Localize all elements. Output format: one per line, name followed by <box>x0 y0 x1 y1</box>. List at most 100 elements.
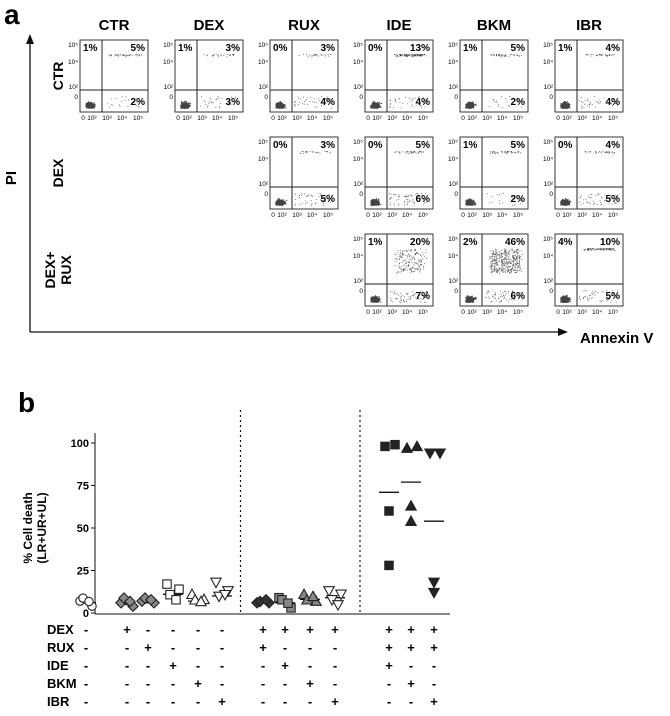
data-point <box>384 560 394 571</box>
x-tick-label: 10³ <box>197 115 207 122</box>
treatment-sign: - <box>171 694 175 709</box>
y-tick-label: 100 <box>71 438 89 450</box>
data-point <box>331 600 345 612</box>
treatment-sign: + <box>331 694 339 709</box>
ul-percent: 1% <box>178 43 193 54</box>
ur-percent: 46% <box>505 237 525 248</box>
treatment-row-label: BKM <box>47 676 77 691</box>
treatment-sign: + <box>430 622 438 637</box>
y-axis-title-line: (LR+UR+UL) <box>35 492 49 563</box>
y-axis-title-line: % Cell death <box>21 492 35 563</box>
x-tick-label: 10³ <box>577 115 587 122</box>
x-tick-label: 0 <box>556 115 560 122</box>
treatment-row-label: IDE <box>47 658 69 673</box>
data-point <box>384 506 394 516</box>
treatment-sign: - <box>432 658 436 673</box>
treatment-sign: - <box>171 622 175 637</box>
data-point <box>390 439 400 450</box>
treatment-sign: + <box>407 622 415 637</box>
x-tick-label: 10⁵ <box>418 309 428 316</box>
y-tick-label: 10⁴ <box>353 59 363 66</box>
x-tick-label: 10² <box>467 115 477 122</box>
column-header: RUX <box>288 17 320 34</box>
x-tick-label: 10² <box>372 115 382 122</box>
treatment-sign: + <box>385 640 393 655</box>
x-tick-label: 0 <box>461 115 465 122</box>
lr-percent: 3% <box>226 97 241 108</box>
y-tick-label: 10⁴ <box>353 156 363 163</box>
plot-frame <box>554 39 624 113</box>
y-tick-label: 0 <box>549 288 553 295</box>
y-tick-label: 10² <box>354 84 364 91</box>
x-tick-label: 0 <box>366 212 370 219</box>
treatment-sign: + <box>385 622 393 637</box>
plot-frame <box>79 39 149 113</box>
y-tick-label: 10⁴ <box>543 156 553 163</box>
y-tick-label: 10⁴ <box>543 253 553 260</box>
y-tick-label: 10² <box>544 181 554 188</box>
x-tick-label: 0 <box>366 309 370 316</box>
plot-frame <box>174 39 244 113</box>
ul-percent: 0% <box>368 43 383 54</box>
treatment-sign: - <box>84 676 88 691</box>
plot-frame <box>554 136 624 210</box>
data-point <box>218 589 232 602</box>
treatment-sign: - <box>196 694 200 709</box>
data-point <box>427 577 441 589</box>
treatment-sign: - <box>283 694 287 709</box>
data-point <box>194 595 208 607</box>
x-tick-label: 10⁴ <box>497 212 507 219</box>
treatment-sign: - <box>125 640 129 655</box>
event-dots <box>85 54 142 109</box>
treatment-sign: - <box>146 694 150 709</box>
lr-percent: 5% <box>321 194 336 205</box>
treatment-sign: + <box>331 622 339 637</box>
y-tick-label: 0 <box>264 94 268 101</box>
panel-b-label: b <box>18 387 35 418</box>
row-header-line: DEX+ <box>42 252 58 289</box>
x-tick-label: 10⁵ <box>608 115 618 122</box>
x-tick-label: 0 <box>556 309 560 316</box>
y-tick-label: 10⁵ <box>543 236 553 243</box>
ul-percent: 1% <box>558 43 573 54</box>
treatment-sign: - <box>220 676 224 691</box>
x-tick-label: 10⁴ <box>592 115 602 122</box>
x-tick-label: 0 <box>81 115 85 122</box>
data-point <box>322 586 336 598</box>
treatment-group <box>251 593 275 609</box>
event-dots <box>370 151 427 206</box>
data-point <box>410 440 424 452</box>
lr-percent: 2% <box>131 97 146 108</box>
x-tick-label: 0 <box>271 212 275 219</box>
y-tick-label: 0 <box>74 94 78 101</box>
row-header: DEX <box>50 158 66 187</box>
y-tick-label: 10⁴ <box>448 59 458 66</box>
ur-percent: 3% <box>321 43 336 54</box>
x-tick-label: 10⁴ <box>212 115 222 122</box>
treatment-sign: + <box>407 640 415 655</box>
y-tick-label: 10⁵ <box>68 42 78 49</box>
data-point <box>84 596 94 607</box>
y-tick-label: 0 <box>549 191 553 198</box>
treatment-sign: - <box>220 640 224 655</box>
y-axis-title: % Cell death(LR+UR+UL) <box>21 492 49 563</box>
x-tick-label: 10² <box>562 115 572 122</box>
treatment-sign: - <box>261 694 265 709</box>
panel-a-label: a <box>4 0 20 30</box>
data-point <box>380 441 390 452</box>
x-tick-label: 10⁴ <box>497 309 507 316</box>
y-tick-label: 0 <box>359 288 363 295</box>
treatment-sign: - <box>387 694 391 709</box>
treatment-sign: - <box>261 676 265 691</box>
column-header: BKM <box>477 17 511 34</box>
x-tick-label: 10² <box>87 115 97 122</box>
x-tick-label: 10⁵ <box>418 115 428 122</box>
treatment-row-label: RUX <box>47 640 75 655</box>
treatment-sign: - <box>125 658 129 673</box>
treatment-sign: - <box>283 676 287 691</box>
treatment-sign: - <box>283 640 287 655</box>
